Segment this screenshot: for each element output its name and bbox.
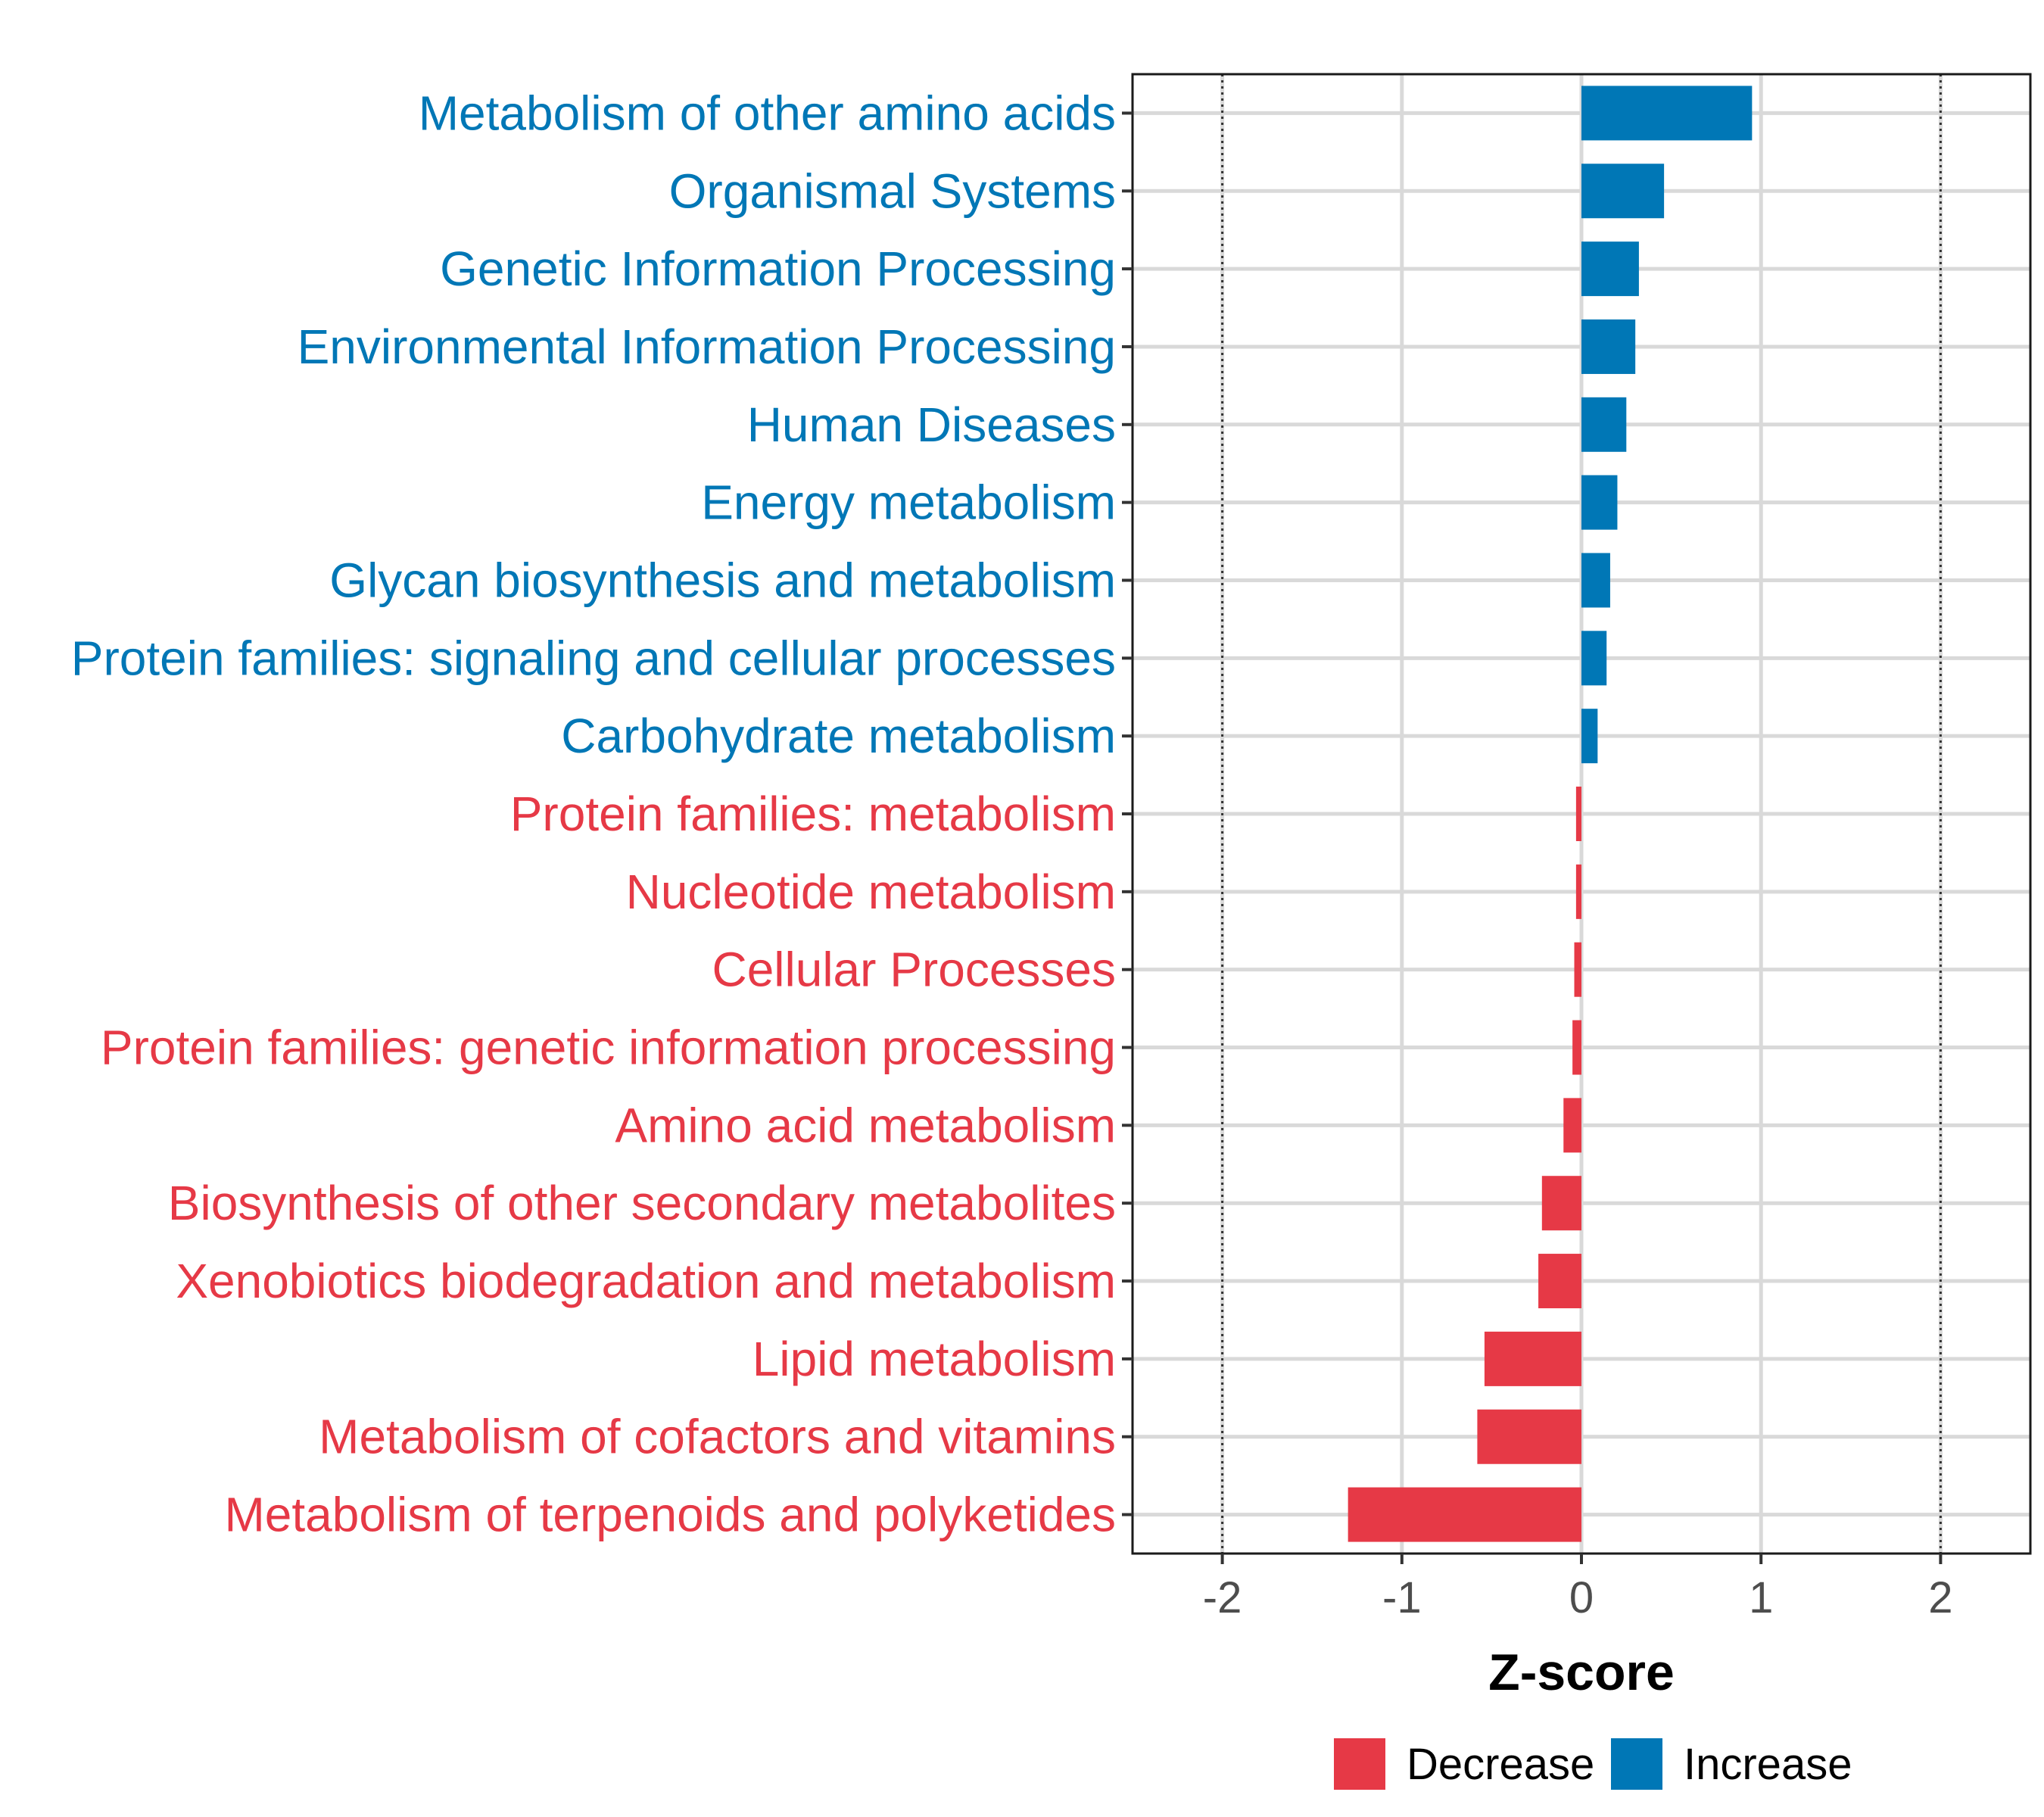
- bar: [1581, 553, 1610, 608]
- x-tick-label: 2: [1928, 1573, 1952, 1622]
- category-label: Biosynthesis of other secondary metaboli…: [168, 1176, 1116, 1230]
- bar: [1581, 164, 1665, 219]
- category-label: Protein families: signaling and cellular…: [71, 631, 1116, 685]
- bar: [1575, 864, 1581, 919]
- x-axis: -2 -1 0 1 2: [1203, 1554, 1953, 1622]
- bar: [1572, 1020, 1581, 1075]
- y-axis: Metabolism of other amino acids Organisma…: [71, 86, 1133, 1542]
- category-label: Glycan biosynthesis and metabolism: [329, 553, 1116, 607]
- bar: [1563, 1098, 1581, 1153]
- bar: [1538, 1254, 1581, 1309]
- bar: [1581, 631, 1607, 686]
- category-label: Nucleotide metabolism: [626, 865, 1116, 919]
- category-label: Human Diseases: [747, 397, 1116, 452]
- bar: [1581, 242, 1639, 297]
- category-label: Metabolism of terpenoids and polyketides: [224, 1488, 1116, 1542]
- bar: [1581, 475, 1618, 530]
- category-label: Protein families: genetic information pr…: [101, 1021, 1116, 1075]
- legend-swatch: [1611, 1738, 1662, 1790]
- bar: [1581, 709, 1598, 764]
- bar: [1575, 787, 1581, 841]
- category-label: Genetic Information Processing: [440, 242, 1116, 296]
- x-tick-label: -2: [1203, 1573, 1242, 1622]
- category-label: Protein families: metabolism: [510, 787, 1116, 841]
- category-label: Environmental Information Processing: [298, 319, 1116, 374]
- x-tick-label: 0: [1569, 1573, 1594, 1622]
- bar: [1348, 1487, 1581, 1542]
- bar: [1581, 397, 1627, 452]
- category-label: Metabolism of cofactors and vitamins: [319, 1410, 1116, 1464]
- reference-lines: [1221, 74, 1942, 1554]
- category-label: Amino acid metabolism: [615, 1098, 1116, 1152]
- category-label: Organismal Systems: [669, 164, 1116, 218]
- category-label: Carbohydrate metabolism: [561, 709, 1116, 763]
- category-label: Energy metabolism: [701, 475, 1116, 530]
- bar: [1574, 942, 1581, 997]
- x-tick-label: -1: [1382, 1573, 1422, 1622]
- x-axis-title: Z-score: [1488, 1644, 1675, 1701]
- bar: [1477, 1409, 1581, 1464]
- legend-swatch: [1334, 1738, 1385, 1790]
- bar: [1484, 1331, 1581, 1386]
- category-label: Xenobiotics biodegradation and metabolis…: [176, 1254, 1116, 1308]
- legend: Decrease Increase: [1334, 1738, 1852, 1790]
- bar: [1581, 86, 1753, 141]
- category-label: Metabolism of other amino acids: [419, 86, 1116, 140]
- category-label: Lipid metabolism: [752, 1332, 1116, 1386]
- legend-label: Decrease: [1407, 1740, 1594, 1789]
- bar: [1541, 1176, 1581, 1231]
- category-label: Cellular Processes: [712, 943, 1116, 997]
- bar: [1581, 319, 1636, 374]
- x-tick-label: 1: [1749, 1573, 1773, 1622]
- bars: [1348, 86, 1753, 1542]
- legend-label: Increase: [1684, 1740, 1852, 1789]
